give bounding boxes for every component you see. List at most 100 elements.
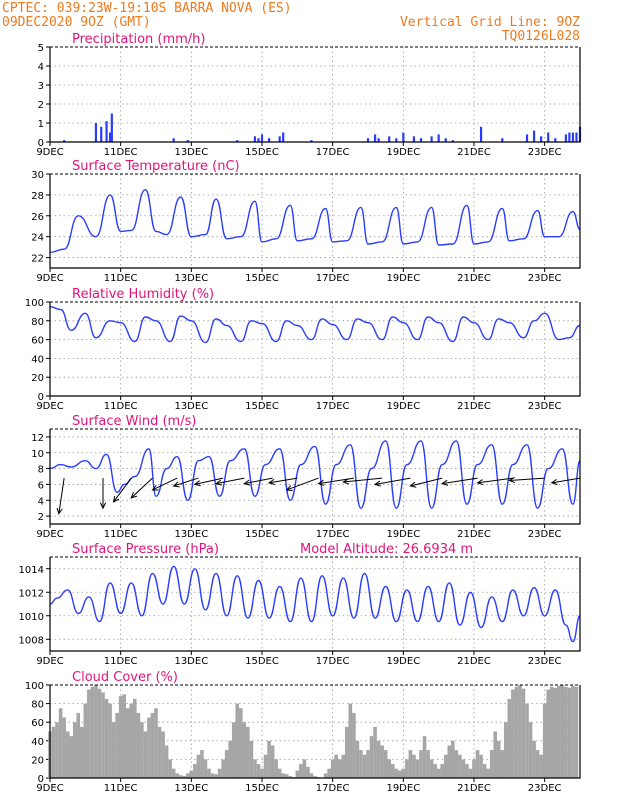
x-tick-label: 15DEC <box>245 656 279 667</box>
wind-arrow <box>151 477 178 491</box>
cloud-bar <box>443 754 448 778</box>
x-tick-label: 9DEC <box>36 147 63 158</box>
cloud-bar <box>309 773 314 778</box>
cloud-bar <box>574 686 579 778</box>
cloud-bar <box>125 708 130 778</box>
cloud-bar <box>302 759 307 778</box>
cloud-bar <box>475 750 480 778</box>
cloud-bar <box>479 754 483 778</box>
precip-bar <box>267 138 271 142</box>
cloud-bar <box>69 736 73 778</box>
cloud-bar <box>507 698 512 778</box>
cloud-bar <box>186 773 190 778</box>
y-tick-label: 4 <box>38 496 44 507</box>
cloud-bar <box>366 750 370 778</box>
y-tick-label: 3 <box>38 81 44 92</box>
x-tick-label: 23DEC <box>528 783 562 794</box>
y-tick-label: 24 <box>31 233 44 244</box>
wind-arrow <box>99 478 107 510</box>
cloud-bar <box>433 764 437 778</box>
cloud-bar <box>147 717 151 778</box>
cloud-bar <box>383 750 388 778</box>
y-tick-label: 1012 <box>19 588 44 599</box>
cloud-bar <box>111 722 116 778</box>
cloud-bar <box>157 726 162 778</box>
cloud-bar <box>496 740 501 778</box>
y-tick-label: 60 <box>31 718 44 729</box>
cloud-bar <box>90 686 95 778</box>
cloud-bar <box>415 759 420 778</box>
x-tick-label: 21DEC <box>457 401 491 412</box>
x-tick-label: 13DEC <box>174 656 208 667</box>
panel-5: 0 20 40 60 80 100 9DEC 11DEC 13DEC 15DEC 17DEC 19DE… <box>25 670 581 794</box>
x-tick-label: 13DEC <box>174 273 208 284</box>
cloud-bar <box>380 745 384 778</box>
cloud-bar <box>511 689 515 778</box>
wind-arrow <box>508 477 545 484</box>
cloud-bar <box>154 708 158 778</box>
cloud-bar <box>451 740 455 778</box>
cloud-bar <box>277 768 282 778</box>
cloud-bar <box>80 726 84 778</box>
wind-arrow <box>112 477 132 503</box>
cloud-bar <box>454 750 459 778</box>
panel-3: 2 4 6 8 10 12 9DEC 11DEC 13DEC 15DEC 17DEC 19DEC 21D… <box>31 414 581 540</box>
wind-arrow <box>267 477 298 485</box>
x-tick-label: 13DEC <box>174 147 208 158</box>
x-tick-label: 9DEC <box>36 273 63 284</box>
panel-4: 1008 1010 1012 1014 9DEC 11DEC 13DEC 15DEC 17DEC… <box>19 542 581 667</box>
x-tick-label: 9DEC <box>36 656 63 667</box>
cloud-bar <box>140 722 144 778</box>
cloud-bar <box>221 759 225 778</box>
cloud-bar <box>143 731 148 778</box>
cloud-bar <box>164 745 169 778</box>
x-tick-label: 15DEC <box>245 783 279 794</box>
cloud-bar <box>306 766 310 778</box>
wind-arrow <box>56 478 65 515</box>
wind-arrow <box>441 477 478 486</box>
wind-arrow <box>342 477 383 485</box>
cloud-bar <box>288 776 293 778</box>
cloud-bar <box>122 694 126 778</box>
y-tick-label: 2 <box>38 512 44 523</box>
cloud-bar <box>401 768 406 778</box>
cloud-bar <box>62 717 66 778</box>
y-tick-label: 0 <box>38 138 44 149</box>
x-tick-label: 23DEC <box>528 401 562 412</box>
cloud-bar <box>76 712 81 778</box>
wind-arrow <box>373 477 411 487</box>
cloud-bar <box>436 768 441 778</box>
cloud-bar <box>369 736 374 778</box>
cloud-bar <box>270 745 275 778</box>
y-tick-label: 80 <box>31 317 44 328</box>
cloud-bar <box>214 774 218 778</box>
cloud-bar <box>182 776 187 778</box>
precip-bar <box>278 136 281 142</box>
precip-bar <box>100 126 103 142</box>
wind-arrow <box>193 477 224 487</box>
x-tick-label: 21DEC <box>457 656 491 667</box>
cloud-bar <box>178 775 183 778</box>
cloud-bar <box>348 703 353 778</box>
x-tick-label: 13DEC <box>174 529 208 540</box>
cloud-bar <box>345 726 349 778</box>
precip-bar <box>571 132 575 142</box>
cloud-bar <box>440 764 444 778</box>
cloud-bar <box>461 759 466 778</box>
cloud-bar <box>189 770 194 778</box>
cloud-bar <box>87 689 91 778</box>
y-tick-label: 4 <box>38 62 44 73</box>
cloud-bar <box>355 740 360 778</box>
cloud-bar <box>196 754 201 778</box>
precip-bar <box>282 132 285 142</box>
cloud-bar <box>422 736 427 778</box>
cloud-bar <box>175 773 179 778</box>
cloud-bar <box>337 759 342 778</box>
x-tick-label: 23DEC <box>528 273 562 284</box>
x-tick-label: 15DEC <box>245 529 279 540</box>
wind-arrow <box>285 477 319 492</box>
wind-arrow <box>214 477 245 486</box>
cloud-bar <box>256 764 261 778</box>
cloud-bar <box>398 770 402 778</box>
y-tick-label: 5 <box>38 43 44 54</box>
